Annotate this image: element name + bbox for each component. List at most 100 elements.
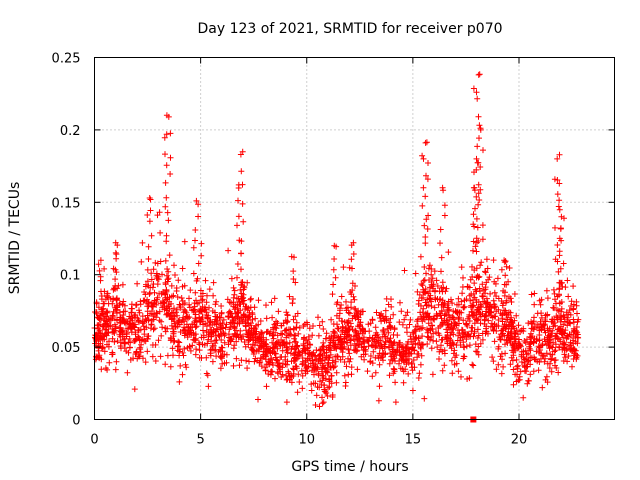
data-point	[152, 358, 159, 364]
data-point	[137, 346, 144, 353]
data-point	[407, 333, 414, 340]
data-point	[556, 248, 563, 255]
data-point	[305, 333, 312, 340]
data-point	[451, 322, 458, 329]
data-point	[144, 266, 151, 273]
data-point	[145, 299, 152, 305]
data-point	[470, 297, 477, 303]
data-point	[358, 353, 365, 360]
data-point	[170, 328, 177, 335]
data-point	[551, 290, 558, 297]
data-point	[192, 324, 199, 331]
data-point	[236, 301, 243, 308]
y-tick-label: 0.1	[60, 269, 81, 284]
data-point	[283, 399, 290, 406]
data-point	[441, 362, 448, 369]
data-point	[479, 281, 486, 288]
data-point	[193, 346, 200, 353]
data-point	[131, 386, 138, 393]
data-point	[116, 300, 123, 307]
data-point	[386, 338, 393, 345]
data-point	[560, 334, 567, 341]
data-point	[573, 324, 580, 330]
ticks-layer: 0 0.05 0.1 0.15 0.2 0.25 0 5 10 15 20	[52, 52, 615, 448]
data-point	[494, 275, 501, 282]
data-point	[408, 364, 415, 371]
data-point	[434, 313, 441, 320]
data-point	[388, 303, 395, 310]
data-point	[98, 288, 104, 295]
data-point	[142, 359, 149, 366]
data-point	[327, 363, 334, 370]
data-point	[409, 367, 416, 374]
data-point	[375, 397, 382, 404]
data-point	[491, 313, 498, 320]
data-point	[190, 332, 197, 339]
data-point	[463, 336, 470, 343]
data-point	[558, 213, 565, 220]
data-point	[139, 239, 146, 246]
data-point	[465, 284, 471, 290]
data-point	[552, 224, 558, 231]
data-point	[459, 334, 466, 341]
data-point	[458, 373, 464, 380]
data-point	[328, 316, 335, 323]
data-point	[487, 309, 494, 316]
data-point	[410, 357, 417, 363]
data-point	[217, 365, 224, 372]
data-point	[127, 316, 134, 322]
data-point	[534, 310, 541, 317]
data-point	[372, 344, 379, 351]
data-point	[321, 382, 327, 389]
data-point	[218, 310, 225, 317]
data-point	[243, 320, 249, 327]
data-point	[412, 270, 419, 277]
data-point	[418, 315, 425, 322]
data-point	[538, 296, 545, 303]
data-point	[572, 347, 579, 354]
data-point	[98, 293, 105, 299]
data-point	[203, 299, 210, 306]
data-point	[549, 351, 556, 358]
data-point	[479, 236, 486, 243]
data-point	[400, 379, 407, 386]
data-point	[354, 347, 361, 354]
data-point	[223, 351, 230, 358]
data-point	[564, 277, 571, 284]
data-point	[502, 307, 509, 314]
data-point	[106, 316, 113, 323]
data-point	[193, 197, 200, 204]
data-point	[449, 370, 456, 377]
data-point	[422, 310, 429, 317]
data-point	[444, 332, 451, 339]
data-point	[243, 303, 250, 310]
data-point	[203, 328, 210, 335]
data-point	[316, 403, 323, 410]
data-point	[252, 326, 259, 332]
data-point	[191, 337, 198, 344]
data-point	[274, 332, 281, 339]
data-point	[262, 350, 269, 357]
data-point	[218, 337, 225, 343]
data-point	[424, 329, 431, 336]
data-point	[561, 351, 568, 358]
data-point	[113, 306, 119, 313]
data-point	[418, 325, 425, 332]
data-point	[477, 340, 484, 347]
data-point	[340, 345, 347, 352]
data-point	[231, 325, 238, 332]
data-point	[547, 360, 553, 367]
data-point	[167, 154, 174, 161]
data-point	[543, 287, 550, 294]
data-point	[441, 202, 448, 209]
data-point	[434, 283, 441, 289]
data-point	[490, 358, 497, 365]
data-point	[355, 316, 362, 323]
data-point	[209, 358, 216, 365]
data-point	[237, 151, 244, 158]
data-point	[238, 279, 245, 286]
data-point	[125, 326, 131, 332]
data-point	[370, 348, 377, 355]
data-point	[128, 305, 135, 312]
data-point	[544, 295, 551, 302]
